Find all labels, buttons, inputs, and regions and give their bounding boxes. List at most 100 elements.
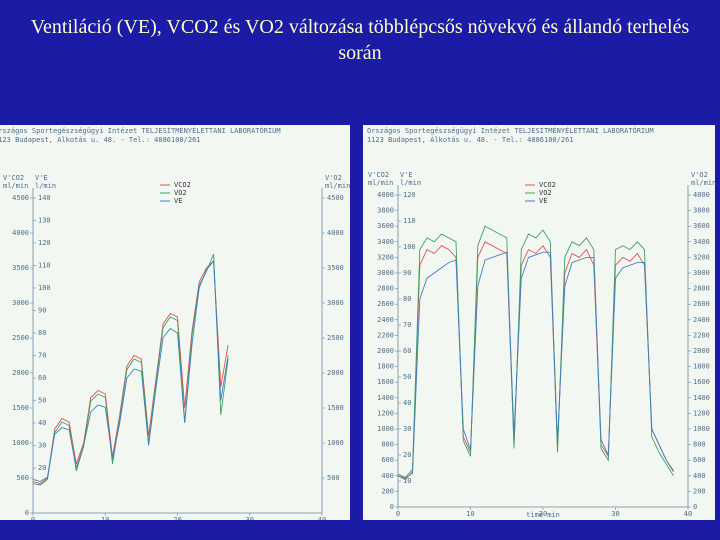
- y3-tick-label: 3400: [693, 238, 710, 246]
- series-line: [397, 225, 674, 478]
- x-tick-label: 30: [611, 510, 619, 518]
- y3-tick-label: 400: [693, 472, 706, 480]
- y3-tick-label: 3200: [693, 253, 710, 261]
- y-tick-label: 2400: [377, 316, 394, 324]
- y-tick-label: 3000: [12, 299, 29, 307]
- x-tick-label: 40: [318, 516, 326, 520]
- legend-label: VO2: [539, 189, 552, 197]
- y-tick-label: 2000: [12, 369, 29, 377]
- y3-tick-label: 3500: [327, 264, 344, 272]
- y3-tick-label: 3000: [327, 299, 344, 307]
- y2-tick-label: 90: [38, 307, 46, 315]
- y3-tick-label: 2800: [693, 285, 710, 293]
- y3-tick-label: 1600: [693, 378, 710, 386]
- legend-label: VE: [174, 197, 182, 205]
- y3-tick-label: 2000: [693, 347, 710, 355]
- y3-axis-label: V'O2: [325, 174, 342, 182]
- y2-tick-label: 110: [38, 262, 51, 270]
- y3-tick-label: 3800: [693, 207, 710, 215]
- y-tick-label: 400: [381, 472, 394, 480]
- y3-tick-label: 1000: [327, 439, 344, 447]
- y-tick-label: 3400: [377, 238, 394, 246]
- y3-tick-label: 2400: [693, 316, 710, 324]
- header-text: 1123 Budapest, Alkotás u. 48. - Tel.: 48…: [0, 136, 201, 144]
- y3-tick-label: 2200: [693, 331, 710, 339]
- y3-tick-label: 4500: [327, 194, 344, 202]
- y3-tick-label: 1400: [693, 394, 710, 402]
- y3-tick-label: 0: [693, 503, 697, 511]
- y3-tick-label: 2500: [327, 334, 344, 342]
- y-tick-label: 4000: [12, 229, 29, 237]
- x-tick-label: 20: [173, 516, 181, 520]
- x-tick-label: 40: [684, 510, 692, 518]
- y3-tick-label: 3600: [693, 222, 710, 230]
- y2-tick-label: 50: [403, 373, 411, 381]
- x-tick-label: 0: [396, 510, 400, 518]
- header-text: Országos Sportegészségügyi Intézet TELJE…: [367, 126, 654, 135]
- y2-tick-label: 130: [38, 217, 51, 225]
- y3-tick-label: 1500: [327, 404, 344, 412]
- y2-tick-label: 80: [403, 295, 411, 303]
- chart: Országos Sportegészségügyi Intézet TELJE…: [363, 125, 715, 520]
- x-tick-label: 10: [101, 516, 109, 520]
- x-axis-label: time min: [526, 511, 560, 519]
- series-line: [32, 259, 229, 485]
- y2-tick-label: 40: [403, 399, 411, 407]
- y3-tick-label: 4000: [693, 191, 710, 199]
- y2-tick-label: 10: [403, 477, 411, 485]
- y-axis-label: V'CO2: [368, 171, 389, 179]
- y2-axis-label: l/min: [35, 182, 56, 190]
- y2-tick-label: 40: [38, 419, 46, 427]
- legend-label: VCO2: [174, 181, 191, 189]
- y3-tick-label: 1200: [693, 409, 710, 417]
- y2-tick-label: 70: [38, 352, 46, 360]
- y-tick-label: 1000: [12, 439, 29, 447]
- y-tick-label: 1500: [12, 404, 29, 412]
- y2-axis-label: l/min: [400, 179, 421, 187]
- y3-tick-label: 600: [693, 456, 706, 464]
- chart: Országos Sportegészségügyi Intézet TELJE…: [0, 125, 350, 520]
- y2-tick-label: 140: [38, 194, 51, 202]
- header-text: Országos Sportegészségügyi Intézet TELJE…: [0, 126, 281, 135]
- y3-tick-label: 200: [693, 487, 706, 495]
- series-line: [32, 253, 229, 486]
- y3-axis-label: ml/min: [691, 179, 715, 187]
- y2-tick-label: 120: [403, 191, 416, 199]
- y-tick-label: 4500: [12, 194, 29, 202]
- y-tick-label: 1000: [377, 425, 394, 433]
- y-tick-label: 200: [381, 487, 394, 495]
- y2-tick-label: 20: [403, 451, 411, 459]
- x-tick-label: 10: [466, 510, 474, 518]
- y-tick-label: 3500: [12, 264, 29, 272]
- x-tick-label: 0: [31, 516, 35, 520]
- y3-tick-label: 800: [693, 441, 706, 449]
- y2-axis-label: V'E: [400, 171, 413, 179]
- y2-tick-label: 90: [403, 269, 411, 277]
- y-tick-label: 2200: [377, 331, 394, 339]
- y-tick-label: 1400: [377, 394, 394, 402]
- y3-tick-label: 4000: [327, 229, 344, 237]
- y2-tick-label: 120: [38, 239, 51, 247]
- y3-tick-label: 2000: [327, 369, 344, 377]
- y3-tick-label: 2600: [693, 300, 710, 308]
- y3-tick-label: 500: [327, 474, 340, 482]
- y-tick-label: 2000: [377, 347, 394, 355]
- y-tick-label: 0: [390, 503, 394, 511]
- y-tick-label: 500: [16, 474, 29, 482]
- y-tick-label: 1200: [377, 409, 394, 417]
- legend-label: VCO2: [539, 181, 556, 189]
- y3-tick-label: 3000: [693, 269, 710, 277]
- y3-axis-label: V'O2: [691, 171, 708, 179]
- y2-axis-label: V'E: [35, 174, 48, 182]
- y-tick-label: 800: [381, 441, 394, 449]
- y-tick-label: 3800: [377, 207, 394, 215]
- y-tick-label: 1800: [377, 363, 394, 371]
- y2-tick-label: 30: [403, 425, 411, 433]
- y-tick-label: 600: [381, 456, 394, 464]
- y-tick-label: 3200: [377, 253, 394, 261]
- y-tick-label: 3600: [377, 222, 394, 230]
- y3-tick-label: 1000: [693, 425, 710, 433]
- x-tick-label: 20: [539, 510, 547, 518]
- y-tick-label: 2600: [377, 300, 394, 308]
